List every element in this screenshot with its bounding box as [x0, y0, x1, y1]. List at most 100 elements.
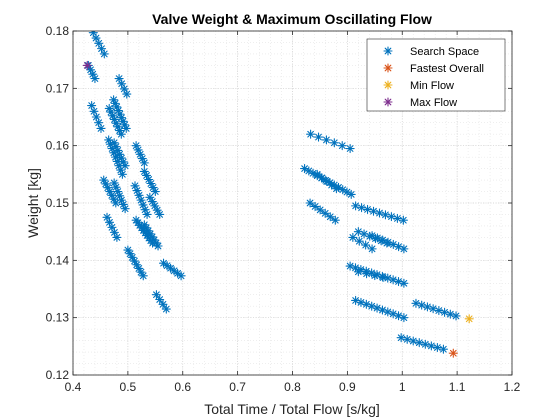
x-tick-label: 1.2 — [504, 380, 521, 394]
search-space-point — [374, 208, 385, 218]
search-space-point — [398, 215, 408, 225]
search-space-point — [345, 143, 355, 154]
search-space-point — [351, 201, 361, 211]
search-space-point — [313, 132, 324, 142]
search-space-point — [152, 205, 162, 215]
x-tick-label: 0.6 — [174, 380, 191, 394]
search-space-point — [396, 333, 406, 343]
search-space-point — [367, 244, 377, 254]
search-space-point — [320, 208, 330, 218]
search-space-point — [378, 272, 388, 283]
search-space-point — [155, 209, 165, 220]
x-tick-label: 0.7 — [229, 380, 246, 394]
search-space-point — [362, 269, 372, 279]
fastest-overall-point — [448, 348, 458, 358]
x-tick-label: 0.5 — [120, 380, 137, 394]
search-space-point — [329, 138, 339, 148]
search-space-point — [393, 276, 404, 287]
search-space-point — [408, 336, 418, 346]
search-space-point — [150, 186, 160, 197]
search-space-point — [346, 189, 356, 199]
search-space-point — [155, 294, 165, 305]
search-space-point — [361, 240, 371, 250]
search-space-point — [96, 123, 106, 134]
search-space-point — [392, 213, 402, 223]
search-space-point — [345, 261, 355, 271]
search-space-point — [420, 339, 430, 349]
y-tick-label: 0.15 — [46, 196, 70, 210]
search-space-point — [112, 232, 122, 242]
search-space-point — [414, 338, 424, 348]
search-space-point — [176, 271, 186, 281]
search-space-point — [306, 129, 316, 139]
legend-label: Min Flow — [410, 80, 454, 92]
search-space-point — [142, 209, 152, 220]
legend-marker — [383, 97, 393, 107]
search-space-point — [428, 304, 438, 314]
legend-marker — [383, 63, 393, 73]
search-space-point — [440, 307, 450, 317]
legend: Search Space Fastest Overall Min Flow Max F… — [366, 38, 506, 112]
search-space-point — [121, 123, 131, 134]
y-axis-label: Weight [kg] — [25, 168, 41, 238]
search-space-point — [120, 204, 130, 214]
y-tick-label: 0.12 — [46, 368, 70, 382]
search-space-point — [120, 161, 130, 171]
search-space-point — [399, 244, 409, 254]
x-tick-label: 1 — [399, 380, 406, 394]
legend-marker — [383, 46, 393, 56]
search-space-point — [331, 184, 341, 194]
search-space-point — [310, 201, 320, 211]
series-group — [82, 31, 474, 358]
search-space-point — [388, 309, 398, 319]
search-space-point — [317, 173, 327, 183]
search-space-point — [426, 341, 436, 351]
search-space-point — [117, 169, 127, 179]
x-tick-label: 0.8 — [284, 380, 301, 394]
search-space-point — [99, 49, 109, 59]
x-tick-label: 1.1 — [449, 380, 466, 394]
search-space-point — [348, 232, 358, 242]
search-space-point — [362, 204, 373, 214]
search-space-point — [116, 129, 126, 139]
search-space-point — [312, 169, 322, 179]
axis-ticks: 0.4 0.5 0.6 0.7 0.8 0.9 1 1.1 1.2 0.12 0.13 0.14 0.1… — [46, 24, 521, 394]
search-space-point — [357, 203, 367, 213]
legend-label: Max Flow — [410, 97, 457, 109]
search-space-point — [139, 158, 149, 168]
chart-title: Valve Weight & Maximum Oscillating Flow — [152, 11, 432, 27]
search-space-point — [305, 198, 315, 208]
search-space-point — [380, 210, 390, 220]
search-space-point — [402, 334, 412, 344]
max-flow-point — [82, 60, 92, 70]
data-marks — [82, 31, 474, 358]
search-space-point — [158, 299, 168, 309]
search-space-point — [417, 300, 427, 310]
search-space-point — [321, 135, 331, 145]
search-space-point — [353, 267, 363, 277]
search-space-point — [354, 236, 364, 246]
search-space-point — [337, 141, 347, 151]
x-tick-label: 0.9 — [339, 380, 356, 394]
search-space-point — [368, 206, 379, 216]
x-axis-label: Total Time / Total Flow [s/kg] — [204, 401, 380, 417]
search-space-point — [327, 180, 337, 190]
search-space-point — [388, 275, 398, 285]
y-tick-label: 0.17 — [46, 81, 70, 95]
search-space-point — [361, 299, 371, 309]
search-space-point — [445, 309, 455, 319]
y-tick-label: 0.14 — [46, 253, 70, 267]
legend-marker — [383, 80, 393, 90]
search-space-point — [151, 290, 161, 300]
y-tick-label: 0.13 — [46, 311, 70, 325]
search-space-point — [153, 241, 163, 251]
grid — [72, 30, 513, 376]
search-space-point — [451, 311, 461, 321]
search-space-point — [315, 205, 325, 215]
search-space-point — [94, 38, 104, 48]
search-space-point — [101, 179, 111, 189]
search-space-point — [432, 343, 442, 353]
search-space-point — [434, 305, 444, 316]
min-flow-point — [464, 314, 474, 324]
